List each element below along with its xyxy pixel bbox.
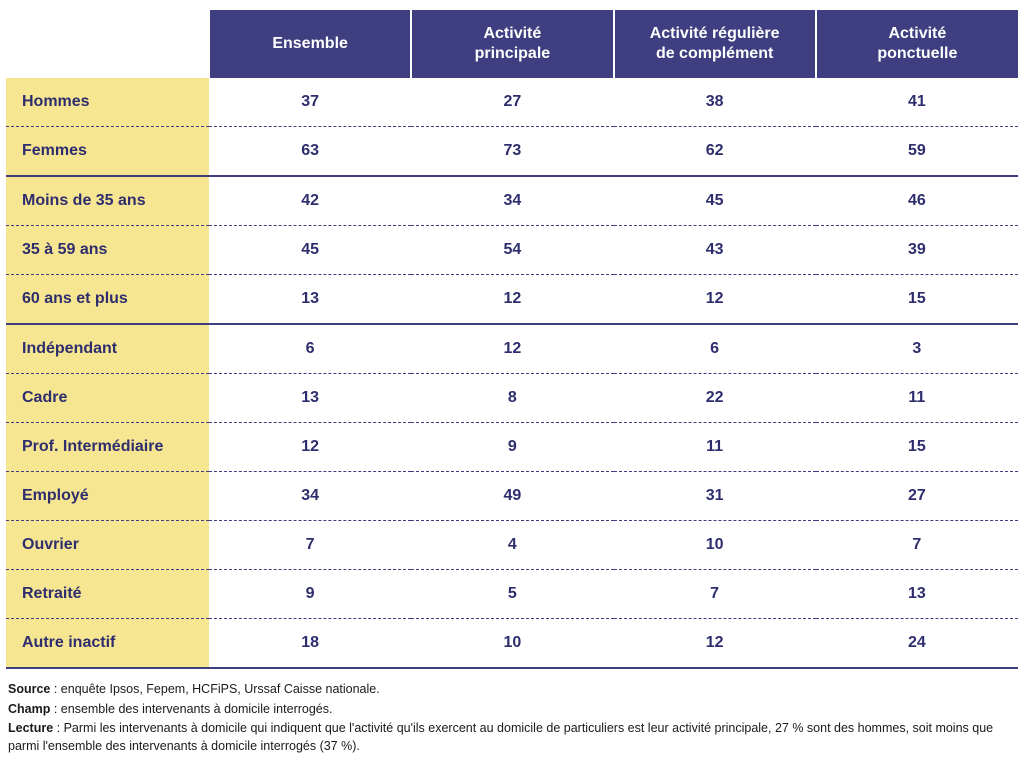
row-label: Retraité <box>6 570 209 619</box>
cell: 8 <box>411 374 613 423</box>
footnote-lecture: Lecture : Parmi les intervenants à domic… <box>8 720 1016 755</box>
row-label: Prof. Intermédiaire <box>6 423 209 472</box>
table-row: 35 à 59 ans45544339 <box>6 226 1018 275</box>
cell: 13 <box>209 374 411 423</box>
cell: 27 <box>816 472 1018 521</box>
cell: 12 <box>411 324 613 374</box>
cell: 49 <box>411 472 613 521</box>
cell: 34 <box>411 176 613 226</box>
cell: 11 <box>614 423 816 472</box>
col-header: Ensemble <box>209 10 411 78</box>
row-label: Autre inactif <box>6 619 209 669</box>
cell: 7 <box>614 570 816 619</box>
cell: 22 <box>614 374 816 423</box>
header-corner <box>6 10 209 78</box>
cell: 41 <box>816 78 1018 127</box>
cell: 15 <box>816 275 1018 325</box>
col-header: Activité ponctuelle <box>816 10 1018 78</box>
cell: 4 <box>411 521 613 570</box>
table-row: Cadre1382211 <box>6 374 1018 423</box>
footnotes: Source : enquête Ipsos, Fepem, HCFiPS, U… <box>6 681 1018 755</box>
cell: 43 <box>614 226 816 275</box>
row-label: Femmes <box>6 127 209 177</box>
cell: 3 <box>816 324 1018 374</box>
data-table: Ensemble Activité principale Activité ré… <box>6 10 1018 669</box>
table-row: Employé34493127 <box>6 472 1018 521</box>
cell: 46 <box>816 176 1018 226</box>
footnote-source: Source : enquête Ipsos, Fepem, HCFiPS, U… <box>8 681 1016 699</box>
row-label: 60 ans et plus <box>6 275 209 325</box>
row-label: Ouvrier <box>6 521 209 570</box>
row-label: Indépendant <box>6 324 209 374</box>
cell: 42 <box>209 176 411 226</box>
row-label: 35 à 59 ans <box>6 226 209 275</box>
table-row: Hommes37273841 <box>6 78 1018 127</box>
cell: 45 <box>209 226 411 275</box>
table-row: Prof. Intermédiaire1291115 <box>6 423 1018 472</box>
cell: 39 <box>816 226 1018 275</box>
table-row: Ouvrier74107 <box>6 521 1018 570</box>
cell: 15 <box>816 423 1018 472</box>
row-label: Employé <box>6 472 209 521</box>
cell: 9 <box>209 570 411 619</box>
table-row: Indépendant61263 <box>6 324 1018 374</box>
table-row: Retraité95713 <box>6 570 1018 619</box>
row-label: Cadre <box>6 374 209 423</box>
col-header: Activité principale <box>411 10 613 78</box>
cell: 6 <box>614 324 816 374</box>
cell: 12 <box>614 619 816 669</box>
cell: 54 <box>411 226 613 275</box>
cell: 31 <box>614 472 816 521</box>
cell: 13 <box>209 275 411 325</box>
cell: 13 <box>816 570 1018 619</box>
cell: 34 <box>209 472 411 521</box>
cell: 11 <box>816 374 1018 423</box>
cell: 45 <box>614 176 816 226</box>
row-label: Moins de 35 ans <box>6 176 209 226</box>
cell: 27 <box>411 78 613 127</box>
cell: 9 <box>411 423 613 472</box>
table-row: 60 ans et plus13121215 <box>6 275 1018 325</box>
cell: 5 <box>411 570 613 619</box>
cell: 7 <box>209 521 411 570</box>
cell: 7 <box>816 521 1018 570</box>
cell: 12 <box>411 275 613 325</box>
table-row: Autre inactif18101224 <box>6 619 1018 669</box>
cell: 10 <box>411 619 613 669</box>
table-row: Femmes63736259 <box>6 127 1018 177</box>
cell: 59 <box>816 127 1018 177</box>
cell: 38 <box>614 78 816 127</box>
cell: 12 <box>614 275 816 325</box>
row-label: Hommes <box>6 78 209 127</box>
cell: 62 <box>614 127 816 177</box>
cell: 18 <box>209 619 411 669</box>
cell: 6 <box>209 324 411 374</box>
cell: 24 <box>816 619 1018 669</box>
col-header: Activité régulière de complément <box>614 10 816 78</box>
cell: 37 <box>209 78 411 127</box>
cell: 12 <box>209 423 411 472</box>
table-row: Moins de 35 ans42344546 <box>6 176 1018 226</box>
cell: 63 <box>209 127 411 177</box>
footnote-champ: Champ : ensemble des intervenants à domi… <box>8 701 1016 719</box>
table-header: Ensemble Activité principale Activité ré… <box>6 10 1018 78</box>
table-body: Hommes37273841Femmes63736259Moins de 35 … <box>6 78 1018 668</box>
cell: 73 <box>411 127 613 177</box>
cell: 10 <box>614 521 816 570</box>
